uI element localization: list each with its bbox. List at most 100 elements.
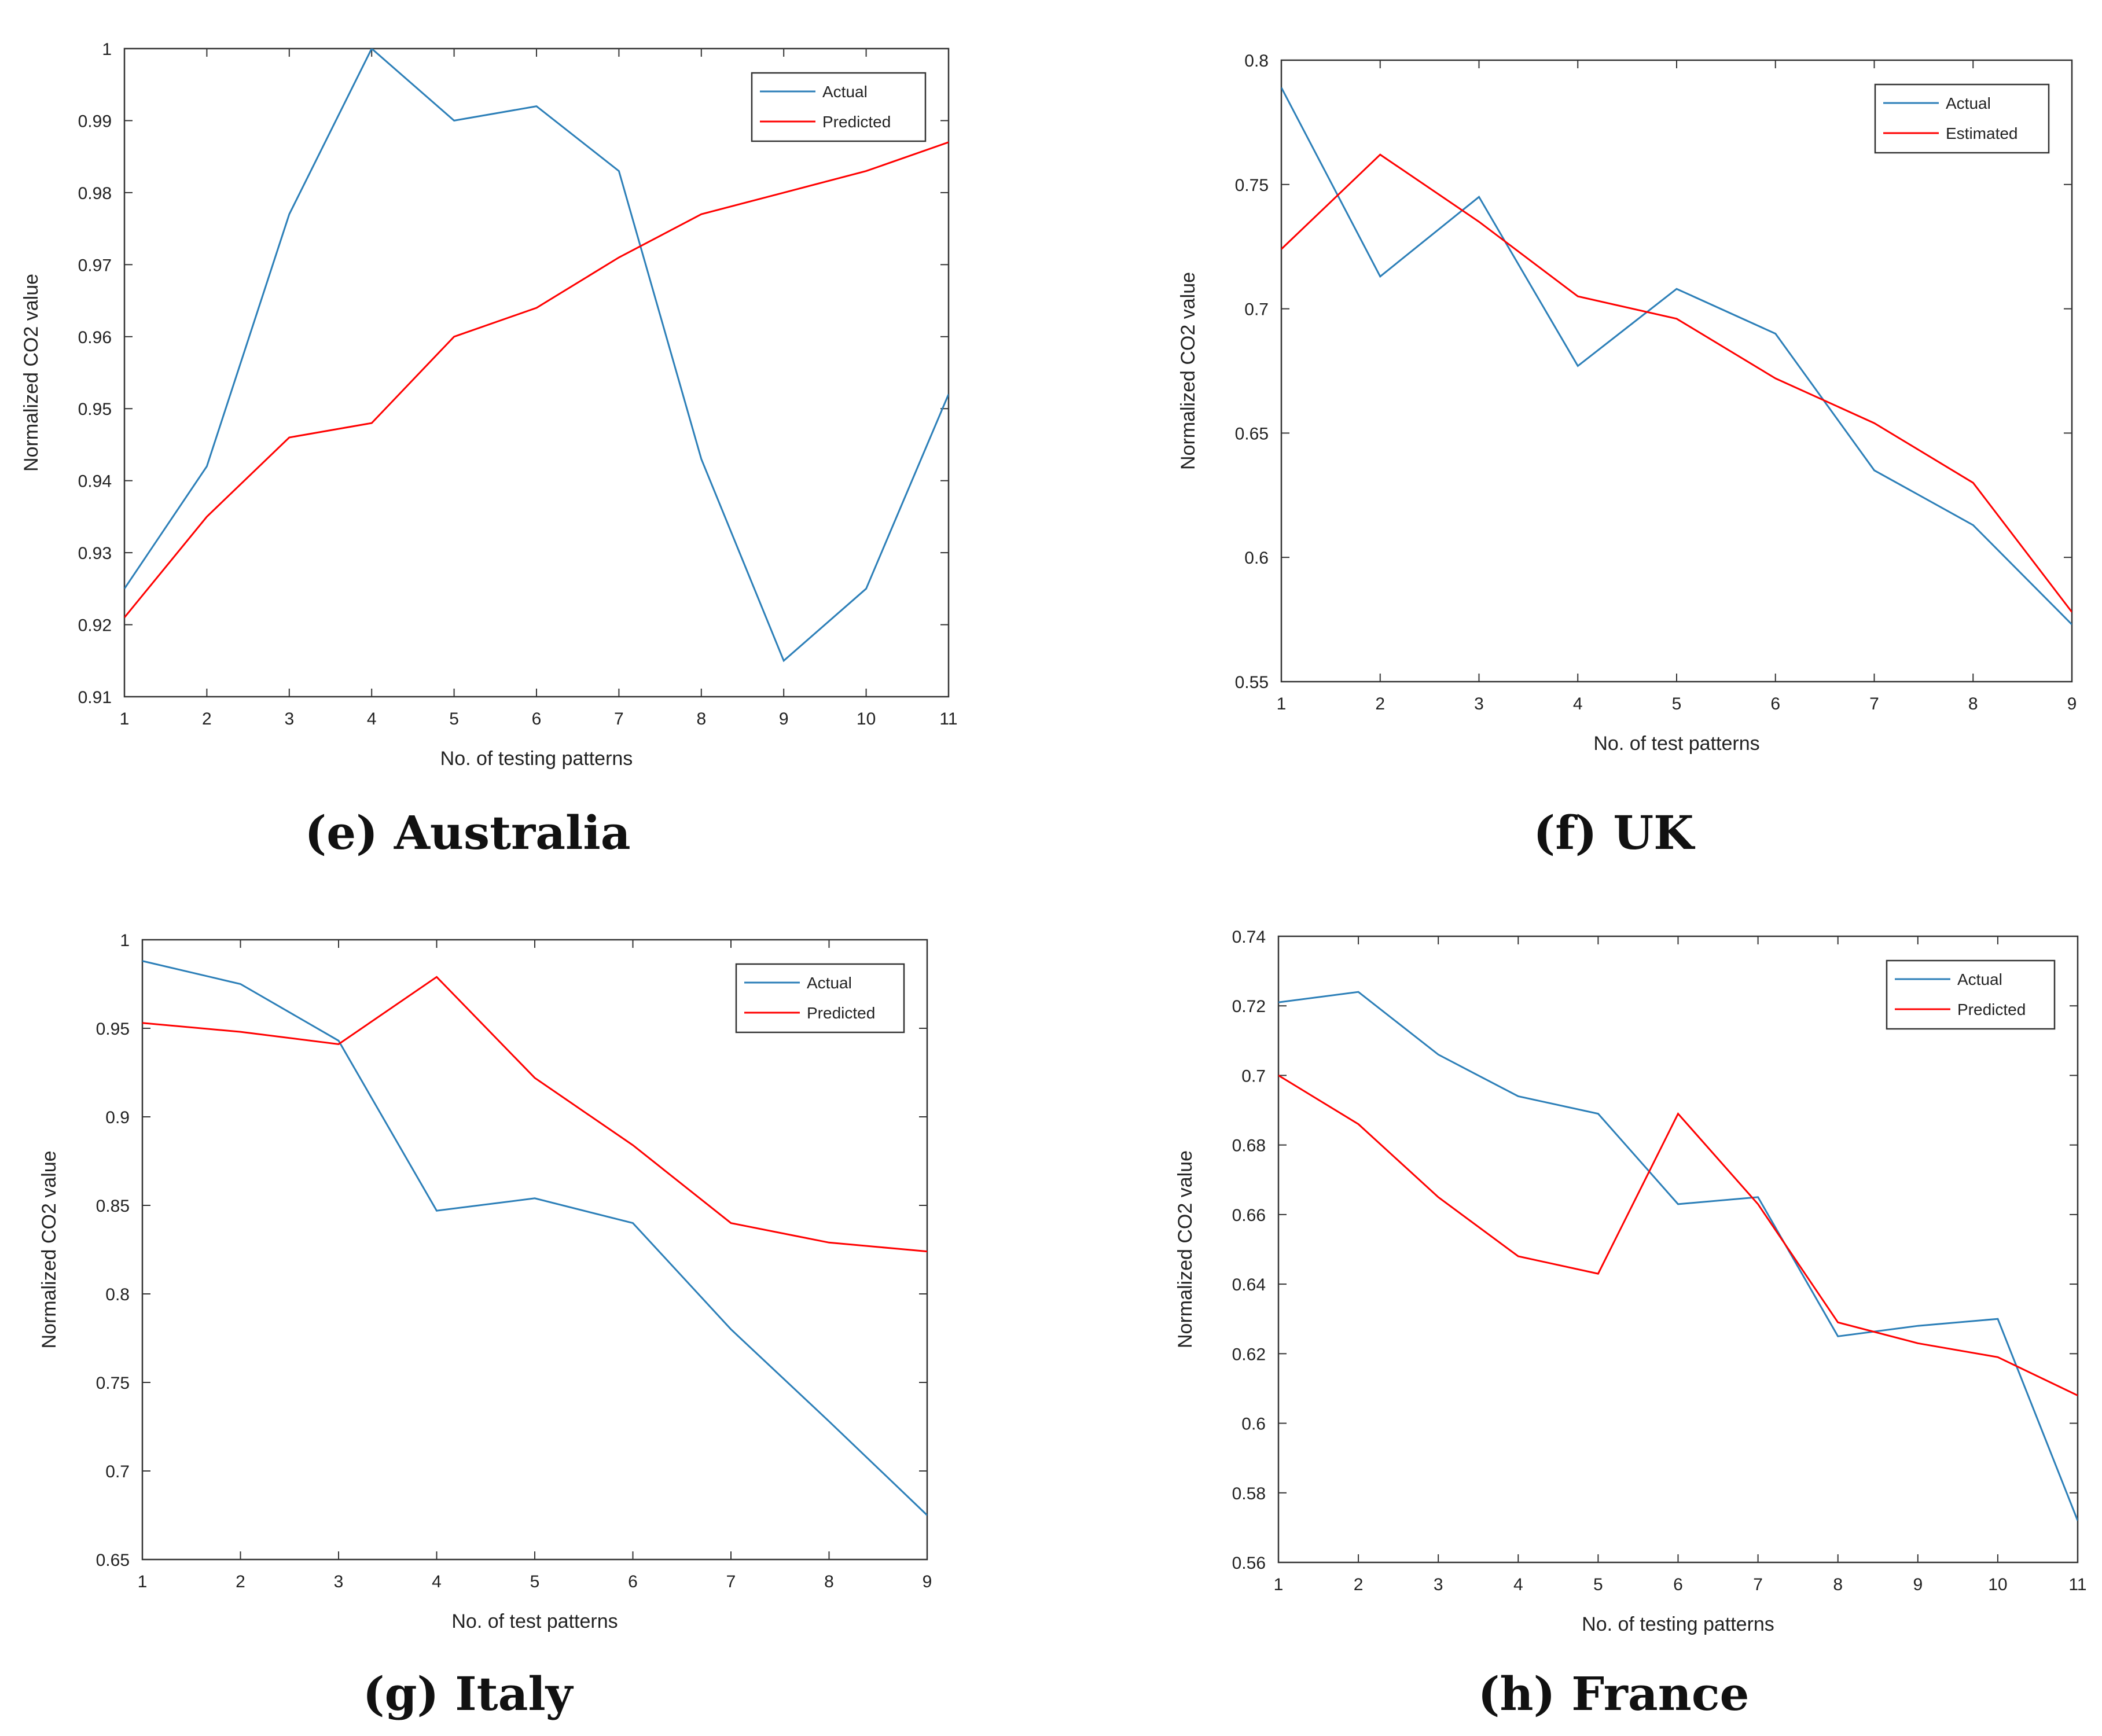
legend-label-actual: Actual [807,974,852,992]
y-tick-label: 0.95 [78,400,112,419]
x-tick-label: 8 [696,709,706,729]
y-tick-label: 0.96 [78,328,112,347]
plot-frame [1280,59,2073,683]
x-tick-label: 2 [236,1572,245,1591]
y-tick-label: 0.94 [78,472,112,491]
y-tick-label: 0.6 [1244,549,1269,568]
y-axis-label: Normalized CO2 value [1174,1150,1196,1348]
x-tick-label: 5 [1593,1575,1603,1594]
y-tick-label: 0.98 [78,184,112,203]
x-tick-label: 2 [1375,694,1385,713]
x-tick-label: 3 [334,1572,344,1591]
y-tick-label: 0.66 [1232,1206,1266,1225]
y-tick-label: 0.62 [1232,1345,1266,1364]
chart-panel-h: 1 2 3 4 5 6 7 8 9 10 11 0.56 0.58 0.6 0.62 0.64 0.66 0.68… [1174,928,2087,1635]
x-axis-label: No. of test patterns [451,1610,618,1632]
y-tick-label: 0.58 [1232,1484,1266,1503]
y-axis-label: Normalized CO2 value [20,274,42,472]
x-tick-label: 6 [532,709,542,729]
y-tick-label: 0.92 [78,616,112,635]
y-tick-label: 0.7 [1241,1066,1266,1086]
legend: Actual Predicted [751,72,927,142]
x-tick-label: 5 [449,709,459,729]
legend-box [751,72,927,142]
x-axis-label: No. of testing patterns [440,748,633,770]
legend: Actual Predicted [1886,959,2056,1030]
y-tick-label: 0.6 [1241,1415,1266,1434]
series-group [124,49,949,663]
chart-panel-g: 1 2 3 4 5 6 7 8 9 0.65 0.7 0.75 0.8 0.85 0.9 0.95 1 No. o… [38,931,932,1632]
y-tick-label: 0.75 [96,1374,130,1393]
x-tick-label: 6 [628,1572,638,1591]
y-tick-label: 0.8 [105,1285,130,1304]
series-group [1281,87,2072,626]
x-tick-label: 7 [1869,694,1879,713]
x-tick-label: 5 [530,1572,540,1591]
y-tick-label: 0.72 [1232,997,1266,1016]
y-tick-label: 0.91 [78,688,112,707]
legend-box [1886,959,2056,1030]
y-axis-label: Normalized CO2 value [1177,272,1199,470]
y-tick-label: 0.7 [1244,300,1269,319]
x-axis-label: No. of test patterns [1593,733,1759,755]
x-tick-label: 9 [1913,1575,1923,1594]
x-tick-label: 8 [1833,1575,1843,1594]
x-tick-label: 11 [2068,1575,2086,1594]
legend: Actual Estimated [1874,83,2050,154]
y-tick-label: 0.99 [78,112,112,131]
chart-panel-f: 1 2 3 4 5 6 7 8 9 0.55 0.6 0.65 0.7 0.75 0.8 No. of tes… [1177,52,2077,755]
x-tick-label: 4 [1573,694,1583,713]
y-tick-label: 0.95 [96,1020,130,1039]
legend-label-actual: Actual [1957,970,2002,988]
legend: Actual Predicted [735,963,905,1033]
caption-italy: (g) Italy [362,1667,573,1721]
x-tick-label: 4 [1513,1575,1523,1594]
y-tick-label: 0.75 [1235,176,1269,195]
x-tick-label: 2 [202,709,212,729]
y-tick-label: 0.64 [1232,1275,1266,1294]
x-tick-label: 8 [1968,694,1978,713]
legend-label-actual: Actual [1946,94,1991,112]
y-tick-label: 0.85 [96,1197,130,1216]
x-tick-label: 1 [138,1572,148,1591]
x-tick-label: 10 [1988,1575,2007,1594]
x-tick-label: 4 [432,1572,442,1591]
plot-frame [1277,935,2079,1564]
x-tick-label: 9 [779,709,789,729]
x-tick-label: 9 [2067,694,2077,713]
x-tick-label: 7 [614,709,624,729]
x-tick-label: 5 [1672,694,1682,713]
y-tick-label: 0.93 [78,544,112,563]
caption-uk: (f) UK [1533,806,1694,860]
y-tick-label: 0.8 [1244,52,1269,71]
x-tick-label: 3 [284,709,294,729]
x-tick-label: 4 [367,709,377,729]
y-tick-label: 0.74 [1232,928,1266,947]
x-tick-label: 7 [726,1572,736,1591]
y-tick-label: 0.56 [1232,1554,1266,1573]
legend-label-predicted: Predicted [822,113,891,131]
plot-frame [123,47,950,698]
series-group [142,960,927,1516]
x-tick-label: 10 [857,709,876,729]
y-tick-label: 0.9 [105,1108,130,1127]
y-tick-label: 1 [120,931,130,950]
y-tick-label: 0.55 [1235,673,1269,692]
x-tick-label: 9 [923,1572,932,1591]
x-tick-label: 1 [1277,694,1287,713]
x-tick-label: 8 [824,1572,834,1591]
y-tick-label: 0.97 [78,256,112,275]
x-tick-label: 6 [1673,1575,1683,1594]
x-tick-label: 3 [1434,1575,1443,1594]
y-tick-label: 0.65 [1235,424,1269,443]
y-tick-label: 1 [102,40,112,59]
x-tick-label: 2 [1354,1575,1364,1594]
y-tick-label: 0.7 [105,1462,130,1481]
x-tick-label: 3 [1474,694,1484,713]
legend-label-predicted: Predicted [1957,1001,2026,1018]
legend-box [1874,83,2050,154]
caption-france: (h) France [1478,1667,1750,1721]
legend-label-predicted: Predicted [807,1004,875,1022]
x-tick-label: 1 [1274,1575,1284,1594]
x-tick-label: 11 [939,709,957,729]
